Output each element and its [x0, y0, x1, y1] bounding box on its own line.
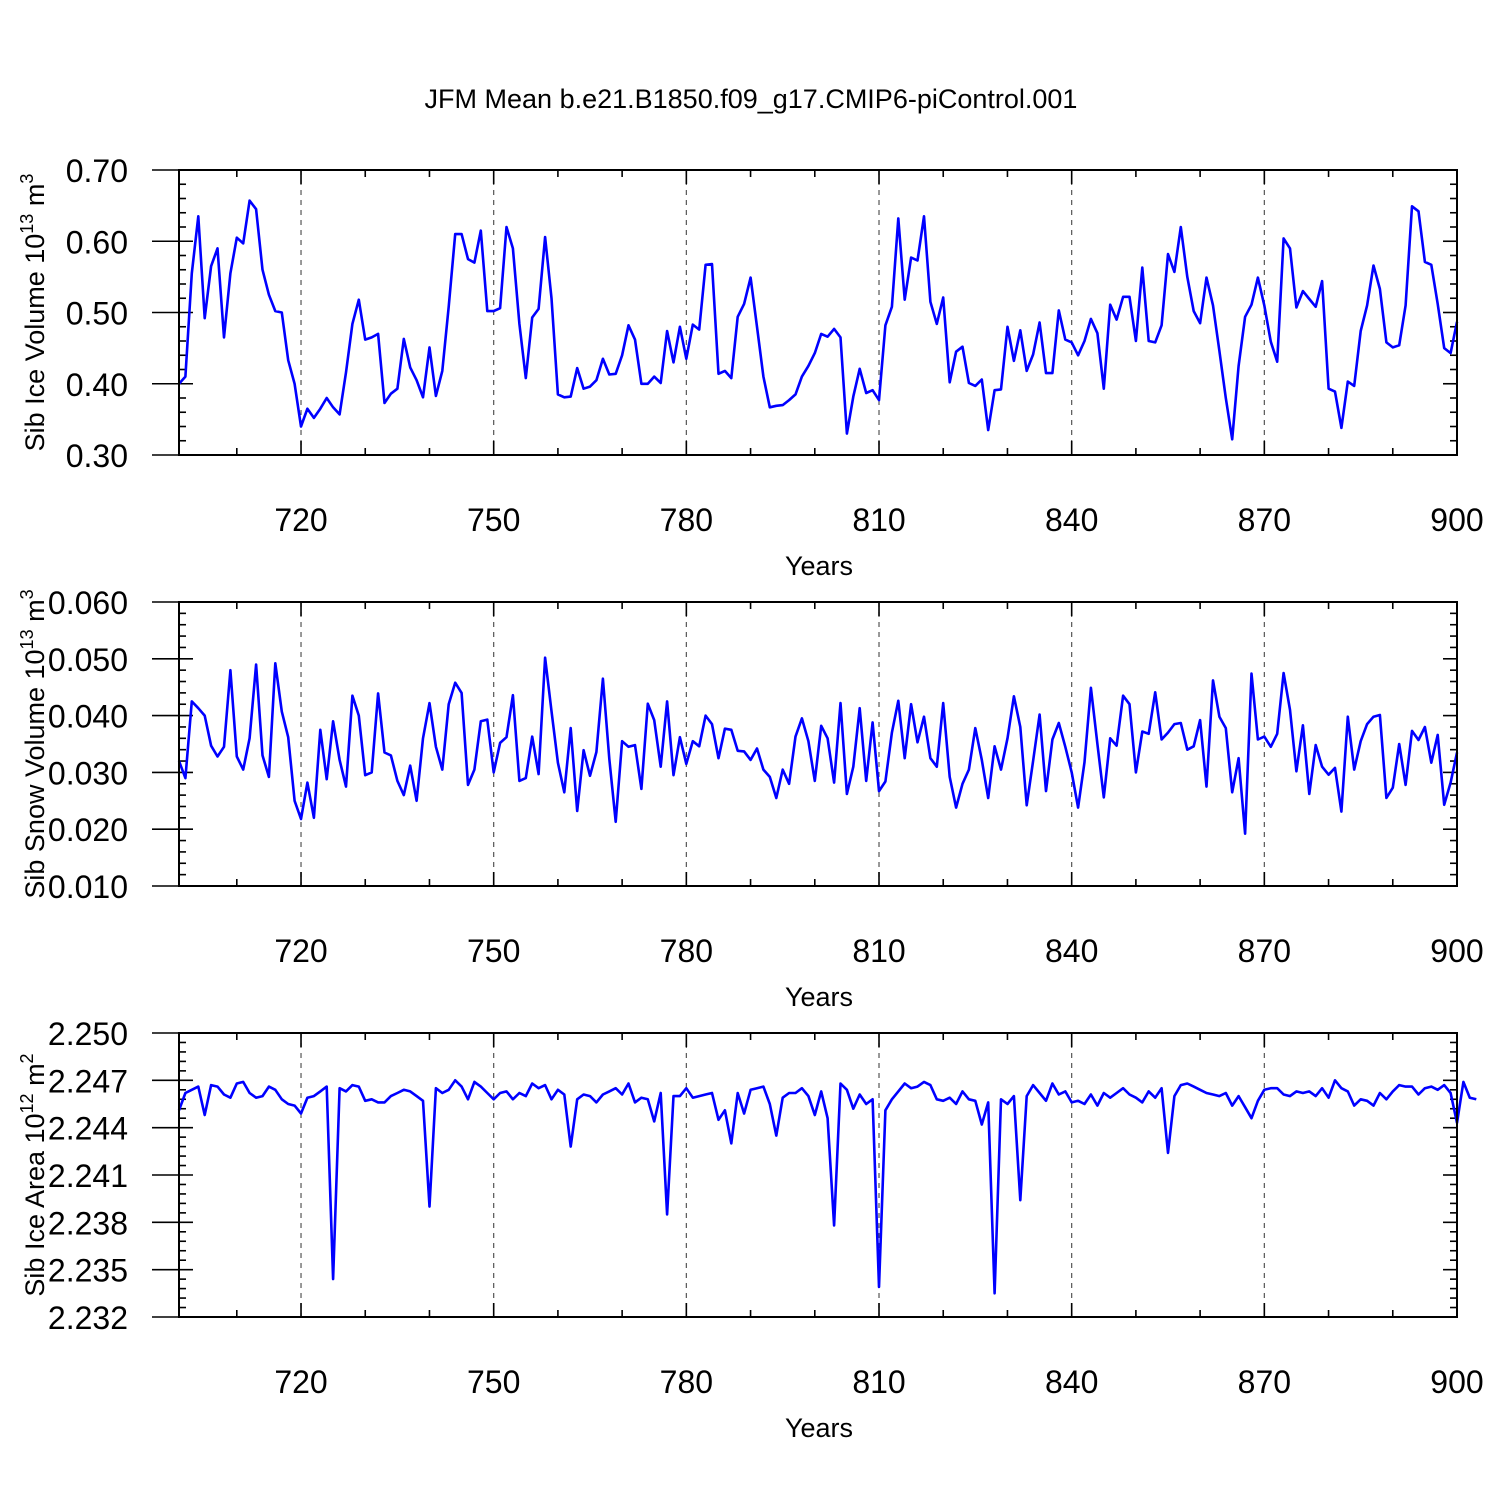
snow-volume-y-axis-label: Sib Snow Volume 1013 m3 — [17, 589, 50, 898]
ice-area-y-tick-label: 2.238 — [48, 1205, 128, 1241]
snow-volume-x-tick-label: 840 — [1045, 933, 1098, 969]
ice-volume-y-tick-label: 0.50 — [66, 296, 128, 332]
ice-area-plot-frame — [178, 1032, 1458, 1318]
ice-area-y-tick-label: 2.244 — [48, 1111, 128, 1147]
ice-area-x-tick-label: 870 — [1238, 1364, 1291, 1400]
snow-volume-x-tick-label: 780 — [660, 933, 713, 969]
ice-volume-x-tick-label: 900 — [1430, 502, 1483, 538]
ice-volume-x-tick-label: 870 — [1238, 502, 1291, 538]
ice-area-y-tick-label: 2.241 — [48, 1158, 128, 1194]
ice-area-y-axis-label: Sib Ice Area 1012 m2 — [17, 1053, 50, 1296]
snow-volume-x-tick-label: 810 — [852, 933, 905, 969]
ice-volume-y-tick-label: 0.30 — [66, 438, 128, 474]
ice-area-y-tick-label: 2.232 — [48, 1300, 128, 1336]
snow-volume-y-tick-label: 0.050 — [48, 642, 128, 678]
ice-volume-x-axis-label: Years — [785, 551, 853, 581]
ice-area-y-tick-label: 2.235 — [48, 1253, 128, 1289]
snow-volume-y-tick-label: 0.020 — [48, 812, 128, 848]
figure-title: JFM Mean b.e21.B1850.f09_g17.CMIP6-piCon… — [425, 84, 1078, 114]
snow-volume-y-tick-label: 0.040 — [48, 699, 128, 735]
snow-volume-series-line — [177, 656, 1459, 836]
ice-volume-series-line — [178, 199, 1459, 441]
snow-volume-x-tick-label: 750 — [467, 933, 520, 969]
ice-volume-x-tick-label: 720 — [274, 502, 327, 538]
ice-volume-y-tick-label: 0.70 — [66, 153, 128, 189]
ice-area-x-axis-label: Years — [785, 1413, 853, 1443]
snow-volume-y-tick-label: 0.030 — [48, 755, 128, 791]
ice-area-series-line — [177, 1079, 1477, 1295]
ice-area-x-tick-label: 810 — [852, 1364, 905, 1400]
snow-volume-plot-frame — [178, 601, 1458, 887]
ice-volume-y-tick-label: 0.40 — [66, 367, 128, 403]
snow-volume-y-tick-label: 0.060 — [48, 585, 128, 621]
ice-area-x-tick-label: 720 — [274, 1364, 327, 1400]
ice-volume-x-tick-label: 780 — [660, 502, 713, 538]
snow-volume-y-tick-label: 0.010 — [48, 869, 128, 905]
snow-volume-x-tick-label: 870 — [1238, 933, 1291, 969]
snow-volume-x-tick-label: 720 — [274, 933, 327, 969]
ice-volume-y-axis-label: Sib Ice Volume 1013 m3 — [17, 174, 50, 452]
ice-area-y-tick-label: 2.247 — [48, 1063, 128, 1099]
ice-area-y-tick-label: 2.250 — [48, 1016, 128, 1052]
snow-volume-x-tick-label: 900 — [1430, 933, 1483, 969]
ice-area-x-tick-label: 900 — [1430, 1364, 1483, 1400]
ice-area-x-tick-label: 840 — [1045, 1364, 1098, 1400]
ice-area-x-tick-label: 780 — [660, 1364, 713, 1400]
ice-volume-x-tick-label: 810 — [852, 502, 905, 538]
ice-volume-x-tick-label: 750 — [467, 502, 520, 538]
ice-volume-plot-frame — [178, 169, 1458, 456]
snow-volume-x-axis-label: Years — [785, 982, 853, 1012]
ice-area-x-tick-label: 750 — [467, 1364, 520, 1400]
ice-volume-y-tick-label: 0.60 — [66, 224, 128, 260]
ice-volume-x-tick-label: 840 — [1045, 502, 1098, 538]
